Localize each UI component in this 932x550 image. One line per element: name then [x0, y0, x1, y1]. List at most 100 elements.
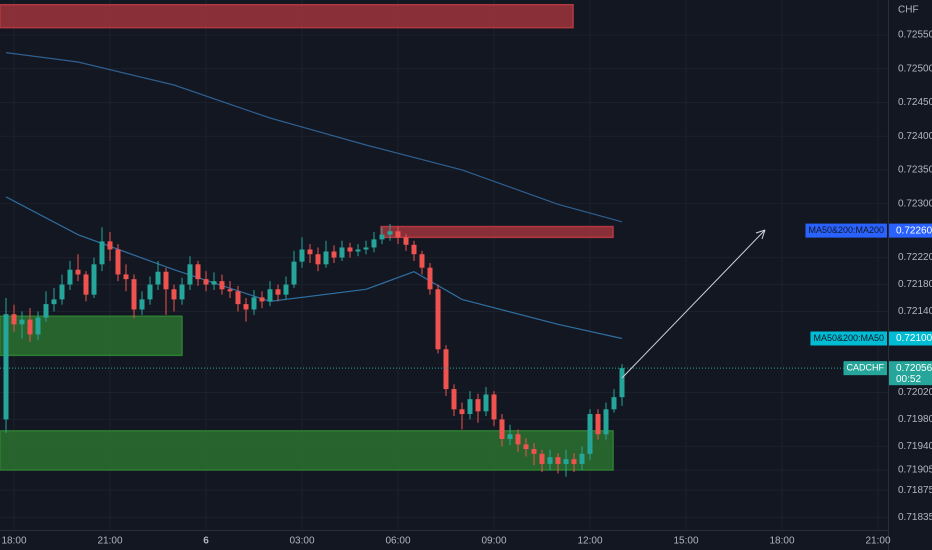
candle-body [371, 239, 377, 248]
candle-body [459, 409, 465, 415]
zone [380, 225, 614, 239]
axes: 0.72550 0.72500 0.72450 0.72400 0.72350 0.723… [1, 30, 932, 547]
candle-body [171, 289, 177, 300]
price-tag-name: MA50&200:MA50 [813, 333, 884, 343]
x-tick-label: 15:00 [673, 536, 698, 547]
candle-body [499, 419, 505, 439]
y-tick-label: 0.71980 [898, 414, 932, 425]
candle-body [339, 247, 345, 258]
candle-body [347, 247, 353, 252]
y-tick-label: 0.72140 [898, 306, 932, 317]
price-tag [889, 223, 932, 238]
candle-body [363, 247, 369, 250]
y-tick-label: 0.72550 [898, 30, 932, 41]
y-tick-label: 0.71875 [898, 485, 932, 496]
candle-body [235, 291, 241, 305]
candle-body [75, 269, 81, 275]
x-tick-label: 06:00 [385, 536, 410, 547]
candle-body [27, 319, 33, 335]
y-tick-label: 0.72220 [898, 252, 932, 263]
candle-body [315, 254, 321, 265]
candle-body [331, 251, 337, 258]
x-axis-panel [0, 530, 888, 550]
price-tag-name-bg [843, 361, 887, 376]
y-tick-label: 0.72300 [898, 198, 932, 209]
candle-body [179, 284, 185, 300]
candle-body [123, 274, 129, 280]
y-tick-label: 0.71905 [898, 465, 932, 476]
currency: CHF [898, 5, 919, 16]
candle-body [67, 269, 73, 285]
x-tick-label: 18:00 [769, 536, 794, 547]
candle-body [275, 289, 281, 295]
zone [0, 315, 183, 357]
price-tag-name: CADCHF [847, 363, 885, 373]
candle-body [571, 459, 577, 464]
candle-body [547, 457, 553, 464]
candle-body [395, 231, 401, 238]
candle-body [435, 289, 441, 350]
candle-body [43, 304, 49, 318]
candle-body [467, 399, 473, 415]
candle-body [483, 394, 489, 412]
candle-body [387, 231, 393, 235]
candle-body [187, 264, 193, 285]
candle-body [427, 267, 433, 290]
candle-body [291, 261, 297, 285]
candle-body [99, 241, 105, 265]
price-tag [889, 361, 932, 386]
y-tick-label: 0.72020 [898, 387, 932, 398]
candle-body [403, 237, 409, 245]
candle-body [267, 289, 273, 302]
y-tick-label: 0.71835 [898, 512, 932, 523]
candle-body [91, 264, 97, 295]
candle-body [259, 297, 265, 302]
candle-body [283, 284, 289, 295]
candle-body [475, 399, 481, 412]
moving-average [5, 52, 623, 223]
candle-body [411, 244, 417, 255]
candle-body [251, 297, 257, 310]
countdown: 00:52 [896, 374, 921, 385]
zone [0, 3, 574, 29]
candle-body [531, 449, 537, 454]
x-tick-label: 18:00 [1, 536, 26, 547]
candle-body [195, 264, 201, 280]
y-tick-label: 0.71940 [898, 441, 932, 452]
candle-body [83, 274, 89, 295]
candle-body [35, 317, 41, 335]
y-tick-label: 0.72400 [898, 131, 932, 142]
candle-body [419, 254, 425, 268]
x-tick-label: 6 [203, 536, 209, 547]
candle-body [219, 281, 225, 290]
y-tick-label: 0.72450 [898, 97, 932, 108]
candle-body [155, 271, 161, 285]
price-tag-value: 0.72100 [896, 333, 932, 344]
candle-body [211, 281, 217, 285]
candle-body [243, 304, 249, 310]
candle-body [107, 241, 113, 250]
candle-body [611, 397, 617, 410]
candle-body [203, 279, 209, 285]
candle-body [139, 299, 145, 310]
candle-body [587, 414, 593, 454]
candle-body [11, 314, 17, 325]
price-tag-name-bg [805, 223, 887, 238]
x-tick-label: 12:00 [577, 536, 602, 547]
candle-body [443, 349, 449, 390]
candle-body [227, 289, 233, 292]
candle-body [619, 368, 625, 398]
candle-body [307, 249, 313, 255]
candle-body [147, 284, 153, 300]
y-axis-panel [888, 0, 932, 550]
candle-body [555, 457, 561, 464]
x-tick-label: 03:00 [289, 536, 314, 547]
candle-body [355, 249, 361, 252]
zone [0, 430, 614, 471]
candle-body [163, 271, 169, 290]
candle-body [115, 249, 121, 275]
arrow-head [755, 229, 766, 240]
y-tick-label: 0.72350 [898, 165, 932, 176]
candle-body [3, 314, 9, 420]
